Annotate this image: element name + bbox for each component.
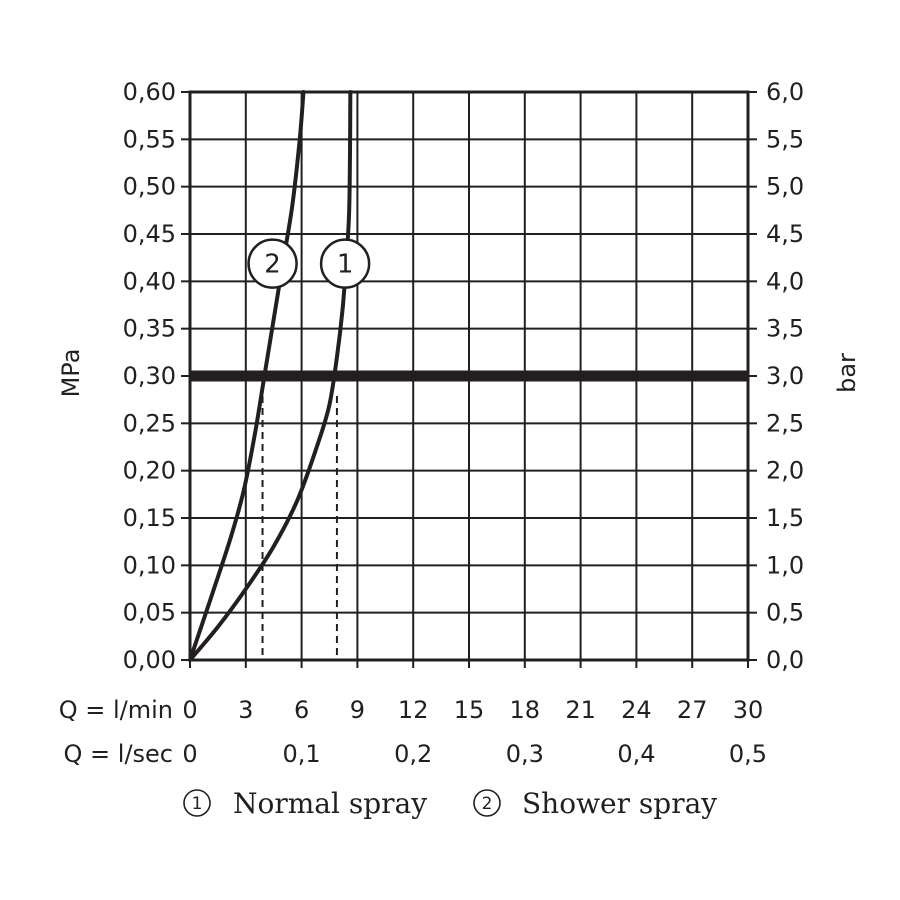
y-tick-label-right: 4,0 [766, 267, 804, 295]
y-tick-label-left: 0,45 [123, 220, 176, 248]
curve-marker-circle [319, 238, 371, 289]
y-tick-label-left: 0,35 [123, 315, 176, 343]
y-tick-label-left: 0,30 [123, 362, 176, 390]
y-tick-label-left: 0,20 [123, 457, 176, 485]
curve-marker-1: 1 [319, 238, 371, 289]
y-tick-label-right: 0,5 [766, 599, 804, 627]
y-axis-title-left: MPa [57, 349, 85, 398]
series-line-1 [188, 90, 353, 662]
x-tick-label: 12 [398, 696, 429, 724]
curve-markers: 12 [247, 238, 371, 289]
curve-marker-number: 1 [337, 250, 354, 280]
y-tick-label-left: 0,50 [123, 173, 176, 201]
axes-layer: 0,000,050,100,150,200,250,300,350,400,45… [123, 78, 805, 768]
series-line-2 [188, 90, 306, 662]
x-tick-label: 15 [454, 696, 485, 724]
x-axis-row-label-lsec: Q = l/sec [64, 740, 173, 768]
y-tick-label-left: 0,25 [123, 409, 176, 437]
x-tick-label: 21 [565, 696, 596, 724]
droplines-layer [261, 396, 338, 660]
y-tick-label-right: 4,5 [766, 220, 804, 248]
y-tick-label-left: 0,55 [123, 125, 176, 153]
legend-label: Normal spray [233, 787, 427, 820]
y-tick-label-left: 0,00 [123, 646, 176, 674]
y-tick-label-right: 5,5 [766, 125, 804, 153]
curve-marker-number: 2 [264, 250, 281, 280]
x-tick-label: 0 [182, 696, 197, 724]
x-tick-label: 3 [238, 696, 253, 724]
legend-item: 1 Normal spray [183, 787, 427, 820]
x-tick-label: 27 [677, 696, 708, 724]
x-axis-row-label-lmin: Q = l/min [59, 696, 173, 724]
legend-marker-circle [183, 789, 211, 817]
legend-marker-number: 2 [482, 794, 493, 814]
x-tick-label: 0,5 [729, 740, 767, 768]
y-tick-label-right: 3,5 [766, 315, 804, 343]
legend-label: Shower spray [522, 787, 717, 820]
y-tick-label-right: 3,0 [766, 362, 804, 390]
y-tick-label-right: 1,5 [766, 504, 804, 532]
y-tick-label-left: 0,05 [123, 599, 176, 627]
y-tick-label-right: 2,0 [766, 457, 804, 485]
legend-marker-circle [473, 789, 501, 817]
y-axis-title-right: bar [833, 353, 861, 393]
x-tick-label: 0,3 [506, 740, 544, 768]
x-tick-label: 0,4 [617, 740, 655, 768]
x-tick-label: 30 [733, 696, 764, 724]
y-tick-label-left: 0,40 [123, 267, 176, 295]
x-tick-label: 0,1 [283, 740, 321, 768]
y-tick-label-left: 0,10 [123, 551, 176, 579]
curve-marker-2: 2 [247, 238, 298, 289]
legend: 1 Normal spray 2 Shower spray [183, 787, 717, 820]
y-tick-label-left: 0,15 [123, 504, 176, 532]
legend-item: 2 Shower spray [473, 787, 717, 820]
legend-marker-number: 1 [192, 794, 203, 814]
x-tick-label: 18 [510, 696, 541, 724]
x-tick-label: 0 [182, 740, 197, 768]
curve-marker-circle [247, 238, 298, 289]
y-tick-label-left: 0,60 [123, 78, 176, 106]
x-tick-label: 9 [350, 696, 365, 724]
y-tick-label-right: 0,0 [766, 646, 804, 674]
x-tick-label: 24 [621, 696, 652, 724]
y-tick-label-right: 5,0 [766, 173, 804, 201]
x-tick-label: 6 [294, 696, 309, 724]
y-tick-label-right: 6,0 [766, 78, 804, 106]
x-tick-label: 0,2 [394, 740, 432, 768]
plot-frame [188, 90, 750, 662]
series-layer [188, 90, 353, 662]
y-tick-label-right: 2,5 [766, 409, 804, 437]
y-tick-label-right: 1,0 [766, 551, 804, 579]
